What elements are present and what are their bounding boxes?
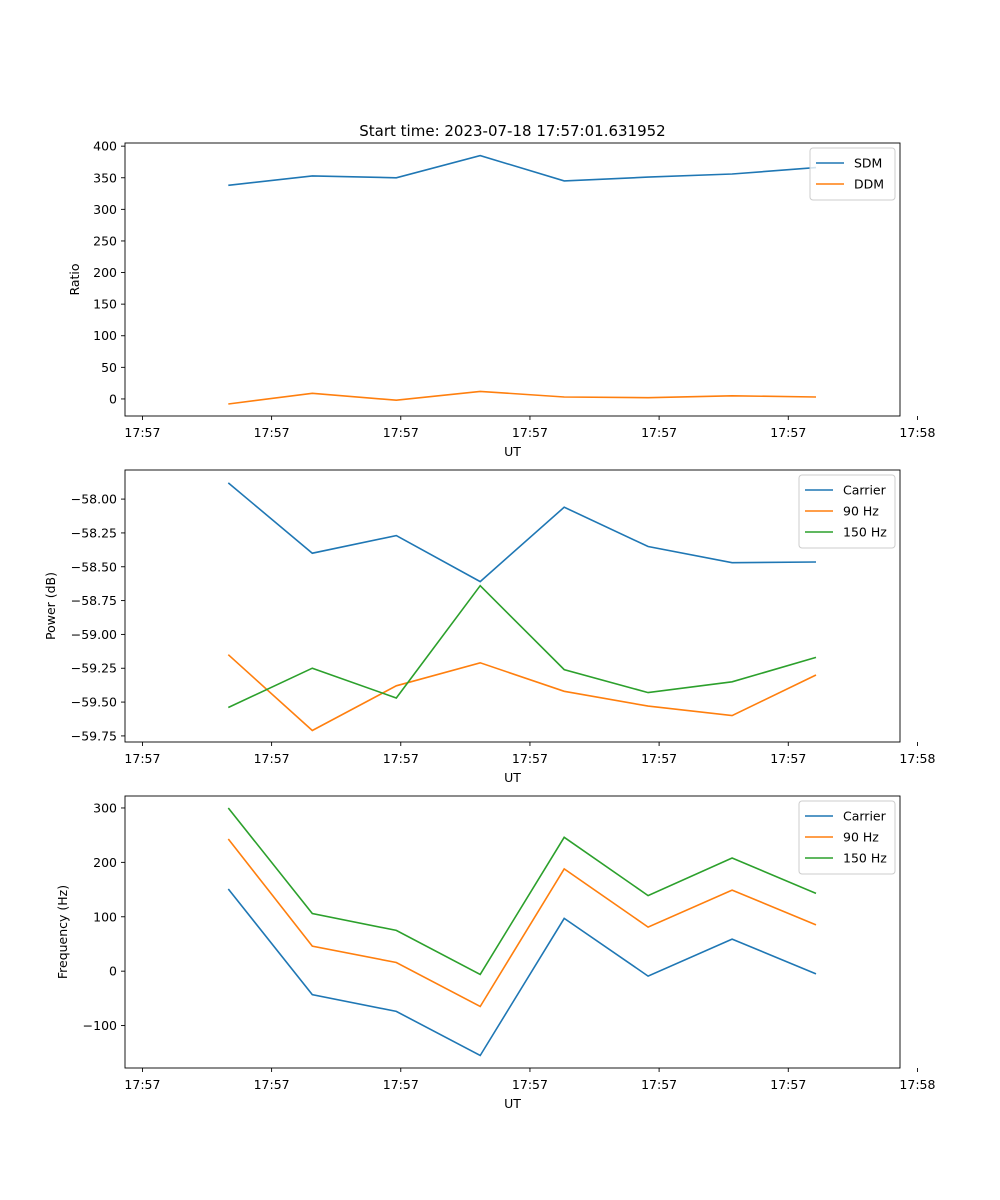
x-tick-label: 17:57 xyxy=(124,751,160,766)
axes-frame xyxy=(124,142,901,417)
y-tick-label: 300 xyxy=(93,800,117,815)
series-line-ddm xyxy=(228,390,817,405)
y-tick-label: 100 xyxy=(93,909,117,924)
y-axis-label: Frequency (Hz) xyxy=(55,885,70,979)
x-axis-label: UT xyxy=(504,444,521,459)
y-tick-label: −59.25 xyxy=(71,661,117,676)
y-tick-label: 0 xyxy=(109,391,117,406)
x-axis-label: UT xyxy=(504,1096,521,1111)
y-tick-label: −59.75 xyxy=(71,728,117,743)
x-tick-label: 17:58 xyxy=(899,751,935,766)
x-tick-label: 17:57 xyxy=(124,1077,160,1092)
x-tick-label: 17:57 xyxy=(641,751,677,766)
y-tick-label: −100 xyxy=(83,1018,117,1033)
y-tick-label: 300 xyxy=(93,202,117,217)
y-tick-label: −58.25 xyxy=(71,525,117,540)
legend-box xyxy=(798,800,896,875)
axes-frame xyxy=(124,469,901,743)
y-tick-label: −58.50 xyxy=(71,559,117,574)
subplot-1: 17:57 17:57 17:57 17:57 17:57 17:57 17:58 0 50 10… xyxy=(67,139,935,459)
x-tick-label: 17:57 xyxy=(124,425,160,440)
legend-label: Carrier xyxy=(843,809,887,824)
legend-box xyxy=(798,474,896,549)
series-line-sdm xyxy=(228,154,817,187)
legend-label: 90 Hz xyxy=(843,504,879,519)
x-tick-label: 17:58 xyxy=(899,425,935,440)
y-tick-label: 250 xyxy=(93,233,117,248)
x-tick-label: 17:57 xyxy=(770,425,806,440)
series-line-90-hz xyxy=(227,838,817,1008)
series-line-90-hz xyxy=(227,654,817,732)
x-tick-label: 17:57 xyxy=(512,425,548,440)
legend-label: 150 Hz xyxy=(843,851,887,866)
x-tick-label: 17:58 xyxy=(899,1077,935,1092)
x-tick-label: 17:57 xyxy=(383,751,419,766)
y-tick-label: 150 xyxy=(93,297,117,312)
series-line-carrier xyxy=(227,888,817,1057)
y-tick-label: 200 xyxy=(93,855,117,870)
legend-label: 150 Hz xyxy=(843,525,887,540)
y-tick-label: 400 xyxy=(93,139,117,154)
x-tick-label: 17:57 xyxy=(770,751,806,766)
subplot-2: 17:57 17:57 17:57 17:57 17:57 17:57 17:58 −58.0… xyxy=(43,469,935,785)
y-tick-label: 200 xyxy=(93,265,117,280)
x-tick-label: 17:57 xyxy=(641,425,677,440)
y-tick-label: 350 xyxy=(93,170,117,185)
y-tick-label: −59.00 xyxy=(71,627,117,642)
legend: SDM DDM xyxy=(809,147,896,201)
figure-title: Start time: 2023-07-18 17:57:01.631952 xyxy=(359,122,665,140)
legend-label: SDM xyxy=(854,156,882,171)
y-tick-label: 50 xyxy=(101,360,117,375)
legend-label: 90 Hz xyxy=(843,830,879,845)
y-tick-label: −58.75 xyxy=(71,593,117,608)
legend: Carrier 90 Hz 150 Hz xyxy=(798,800,896,875)
x-tick-label: 17:57 xyxy=(770,1077,806,1092)
legend-label: Carrier xyxy=(843,483,887,498)
axes-frame xyxy=(124,795,901,1069)
subplot-3: 17:57 17:57 17:57 17:57 17:57 17:57 17:58 −100 0… xyxy=(55,795,935,1111)
x-tick-label: 17:57 xyxy=(383,425,419,440)
series-line-carrier xyxy=(227,482,817,583)
x-tick-label: 17:57 xyxy=(512,751,548,766)
legend-label: DDM xyxy=(854,177,884,192)
legend: Carrier 90 Hz 150 Hz xyxy=(798,474,896,549)
y-tick-label: 0 xyxy=(109,964,117,979)
series-line-150-hz xyxy=(227,807,817,976)
y-tick-label: 100 xyxy=(93,328,117,343)
x-axis-label: UT xyxy=(504,770,521,785)
y-axis-label: Ratio xyxy=(67,263,82,295)
y-tick-label: −58.00 xyxy=(71,492,117,507)
x-tick-label: 17:57 xyxy=(254,751,290,766)
x-tick-label: 17:57 xyxy=(512,1077,548,1092)
y-axis-label: Power (dB) xyxy=(43,572,58,640)
x-tick-label: 17:57 xyxy=(254,1077,290,1092)
legend-box xyxy=(809,147,896,201)
x-tick-label: 17:57 xyxy=(254,425,290,440)
y-tick-label: −59.50 xyxy=(71,695,117,710)
x-tick-label: 17:57 xyxy=(641,1077,677,1092)
series-line-150-hz xyxy=(227,584,817,709)
x-tick-label: 17:57 xyxy=(383,1077,419,1092)
